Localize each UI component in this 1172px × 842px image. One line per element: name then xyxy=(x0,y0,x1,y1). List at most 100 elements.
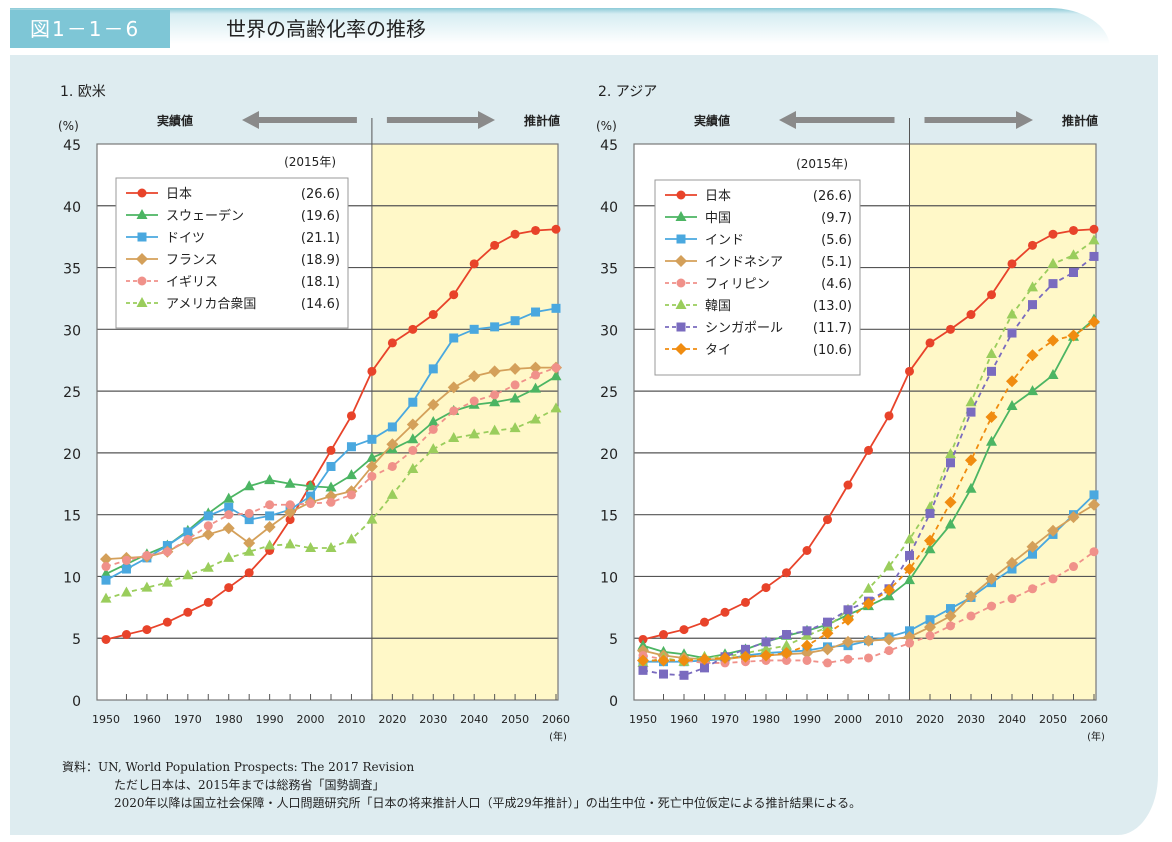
legend-value: (26.6) xyxy=(813,189,852,204)
data-point xyxy=(306,491,316,501)
data-point xyxy=(1088,315,1100,328)
data-point xyxy=(244,508,254,518)
data-point xyxy=(183,527,193,537)
data-point xyxy=(490,390,500,400)
data-point xyxy=(966,310,976,320)
data-point xyxy=(305,542,317,553)
data-point xyxy=(760,649,772,662)
legend-label: 日本 xyxy=(705,189,731,204)
actual-label: 実績値 xyxy=(157,113,193,128)
legend-label: シンガポール xyxy=(705,321,783,336)
data-point xyxy=(203,597,213,607)
y-axis-unit: (%) xyxy=(58,119,79,133)
data-point xyxy=(821,627,834,640)
data-point xyxy=(862,597,875,610)
data-point xyxy=(925,508,935,518)
x-axis-unit: (年) xyxy=(549,730,567,743)
data-point xyxy=(676,190,686,200)
data-point xyxy=(862,634,875,647)
data-point xyxy=(1089,490,1099,500)
data-point xyxy=(965,454,977,467)
data-point xyxy=(285,500,295,510)
data-point xyxy=(675,343,687,355)
y-tick-label: 35 xyxy=(63,262,81,278)
legend-item: 日本 (26.6) xyxy=(665,189,852,204)
x-tick-label: 1960 xyxy=(670,713,698,726)
data-point xyxy=(408,324,418,334)
legend-label: 日本 xyxy=(166,187,192,202)
y-tick-label: 45 xyxy=(600,138,618,154)
data-point xyxy=(224,583,234,593)
y-tick-label: 30 xyxy=(63,323,81,339)
x-tick-label: 2010 xyxy=(875,713,903,726)
legend: 日本 (26.6) スウェーデン (19.6) ドイツ (21.1) フランス (18.9) イ… xyxy=(115,177,349,329)
y-tick-label: 20 xyxy=(600,447,618,463)
y-tick-label: 40 xyxy=(63,200,81,216)
legend-value: (14.6) xyxy=(301,297,340,312)
data-point xyxy=(1088,234,1100,245)
data-point xyxy=(428,364,438,374)
data-point xyxy=(489,396,501,407)
data-point xyxy=(739,650,752,663)
legend-year: (2015年) xyxy=(796,157,848,171)
data-point xyxy=(823,658,832,668)
legend-item: ドイツ (21.1) xyxy=(126,231,340,246)
x-tick-label: 2020 xyxy=(378,713,406,726)
series-1 xyxy=(638,224,1099,644)
data-point xyxy=(285,515,295,525)
x-tick-label: 1960 xyxy=(133,713,161,726)
data-point xyxy=(264,474,276,485)
projection-label: 推計値 xyxy=(524,113,560,128)
y-axis-unit: (%) xyxy=(596,119,617,133)
x-tick-label: 1950 xyxy=(629,713,657,726)
legend-item: アメリカ合衆国 (14.6) xyxy=(126,296,340,312)
legend-item: 韓国 (13.0) xyxy=(665,299,852,314)
data-point xyxy=(137,232,147,242)
legend-item: スウェーデン (19.6) xyxy=(126,208,340,224)
data-point xyxy=(284,477,296,488)
data-point xyxy=(985,411,998,424)
data-point xyxy=(801,639,813,652)
data-point xyxy=(121,555,131,565)
data-point xyxy=(903,563,916,576)
data-point xyxy=(883,633,895,646)
legend-label: アメリカ合衆国 xyxy=(166,296,256,312)
legend-value: (18.9) xyxy=(301,253,340,268)
data-point xyxy=(676,278,686,288)
legend-label: ドイツ xyxy=(166,231,205,246)
data-point xyxy=(449,333,459,343)
data-point xyxy=(264,539,276,550)
data-point xyxy=(136,253,148,265)
y-tick-label: 0 xyxy=(72,694,81,710)
data-point xyxy=(802,545,812,555)
data-point xyxy=(1048,229,1058,239)
data-point xyxy=(100,592,112,603)
legend-item: 日本 (26.6) xyxy=(126,187,340,202)
x-tick-label: 2050 xyxy=(501,713,529,726)
legend-value: (18.1) xyxy=(301,275,340,290)
data-point xyxy=(306,499,316,509)
data-point xyxy=(1089,251,1099,261)
data-point xyxy=(1006,375,1018,388)
data-point xyxy=(203,511,213,521)
x-tick-label: 2010 xyxy=(337,713,365,726)
legend-item: インドネシア (5.1) xyxy=(665,255,852,270)
y-tick-label: 5 xyxy=(609,632,618,648)
data-point xyxy=(428,424,438,434)
data-point xyxy=(761,637,771,647)
data-point xyxy=(449,290,459,300)
data-point xyxy=(720,607,730,617)
plot-frame xyxy=(633,143,1097,701)
data-point xyxy=(675,255,687,267)
data-point xyxy=(408,397,418,407)
data-point xyxy=(843,654,853,664)
data-point xyxy=(864,653,873,663)
source-line-2: ただし日本は、2015年までは総務省「国勢調査」 xyxy=(114,778,385,792)
x-axis-unit: (年) xyxy=(1087,730,1105,743)
data-point xyxy=(142,625,152,635)
data-point xyxy=(904,574,915,585)
data-point xyxy=(884,411,894,421)
data-point xyxy=(679,625,689,635)
data-point xyxy=(263,521,276,534)
data-point xyxy=(531,225,541,235)
